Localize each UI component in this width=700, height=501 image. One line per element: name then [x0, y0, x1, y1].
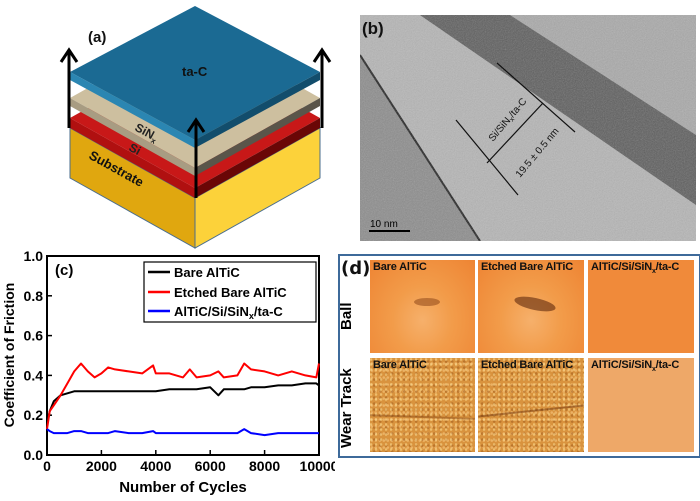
y-tick-label: 0.6: [24, 328, 44, 344]
panel-d-micrographs: (d) Ball Wear Track Bare AlTiC Etched Ba…: [338, 254, 700, 458]
stack-diagram-svg: (a) ta-C SiNx Si Substrate: [59, 6, 332, 249]
x-axis-ticks: 0 2000 4000 6000 8000 10000: [43, 450, 339, 474]
track-image-coated: AlTiC/Si/SiNx/ta-C: [588, 358, 694, 452]
panel-b-label: (b): [362, 19, 384, 38]
legend-item-bare: Bare AlTiC: [174, 265, 240, 280]
caption-track-bare: Bare AlTiC: [373, 359, 427, 371]
caption-ball-etched: Etched Bare AlTiC: [481, 261, 573, 273]
y-tick-label: 0.4: [24, 367, 44, 383]
x-tick-label: 2000: [86, 458, 117, 474]
scale-bar-label: 10 nm: [370, 219, 398, 230]
panel-c-label: (c): [55, 262, 73, 279]
y-tick-label: 1.0: [24, 248, 44, 264]
row-label-wear-track: Wear Track: [338, 368, 355, 448]
series-line: [46, 428, 319, 437]
tac-layer-left: [70, 72, 195, 148]
chart-legend: Bare AlTiC Etched Bare AlTiC AlTiC/Si/Si…: [143, 261, 317, 323]
tem-image-svg: Si/SiNx/ta-C 19.5 ± 0.5 nm 10 nm (b): [360, 15, 696, 241]
panel-a-stack-diagram: (a) ta-C SiNx Si Substrate: [0, 0, 340, 250]
caption-track-coated: AlTiC/Si/SiNx/ta-C: [591, 359, 680, 374]
series-line: [46, 362, 320, 430]
tac-layer-right: [195, 72, 320, 148]
si-layer-right: [195, 118, 320, 198]
thickness-marker: [455, 62, 576, 196]
x-tick-label: 4000: [140, 458, 171, 474]
y-axis-ticks: 0.0 0.2 0.4 0.6 0.8 1.0: [24, 248, 52, 463]
chart-series: [46, 362, 320, 437]
caption-ball-coated: AlTiC/Si/SiNx/ta-C: [591, 261, 680, 276]
x-axis-label: Number of Cycles: [119, 479, 247, 496]
y-tick-label: 0.0: [24, 447, 44, 463]
arrow-icons: [59, 47, 332, 198]
caption-track-etched: Etched Bare AlTiC: [481, 359, 573, 371]
x-tick-label: 0: [43, 458, 51, 474]
y-tick-label: 0.2: [24, 407, 44, 423]
panel-a-label: (a): [88, 29, 106, 46]
track-image-bare: Bare AlTiC: [370, 358, 475, 452]
friction-chart-svg: 0.0 0.2 0.4 0.6 0.8 1.0 0 2000 4000 6000 8000 1000…: [1, 248, 339, 496]
ball-image-etched: Etched Bare AlTiC: [478, 260, 584, 353]
series-line: [46, 382, 320, 426]
ball-image-bare: Bare AlTiC: [370, 260, 475, 353]
tac-label: ta-C: [182, 64, 208, 79]
ball-image-coated: AlTiC/Si/SiNx/ta-C: [588, 260, 694, 353]
panel-c-friction-chart: 0.0 0.2 0.4 0.6 0.8 1.0 0 2000 4000 6000 8000 1000…: [0, 245, 339, 496]
x-tick-label: 8000: [249, 458, 280, 474]
panel-d-label: (d): [341, 258, 371, 279]
x-tick-label: 6000: [195, 458, 226, 474]
y-tick-label: 0.8: [24, 288, 44, 304]
legend-item-coated: AlTiC/Si/SiNx/ta-C: [174, 304, 283, 321]
x-tick-label: 10000: [300, 458, 335, 474]
y-axis-label: Coefficient of Friction: [1, 283, 17, 428]
legend-item-etched: Etched Bare AlTiC: [174, 285, 287, 300]
track-image-etched: Etched Bare AlTiC: [478, 358, 584, 452]
si-layer-left: [70, 118, 195, 198]
tac-layer-top: [70, 6, 320, 140]
sinx-layer-left: [70, 98, 195, 176]
row-label-ball: Ball: [338, 302, 355, 330]
sinx-layer-right: [195, 98, 320, 176]
caption-ball-bare: Bare AlTiC: [373, 261, 427, 273]
panel-b-tem-image: Si/SiNx/ta-C 19.5 ± 0.5 nm 10 nm (b): [360, 15, 696, 241]
